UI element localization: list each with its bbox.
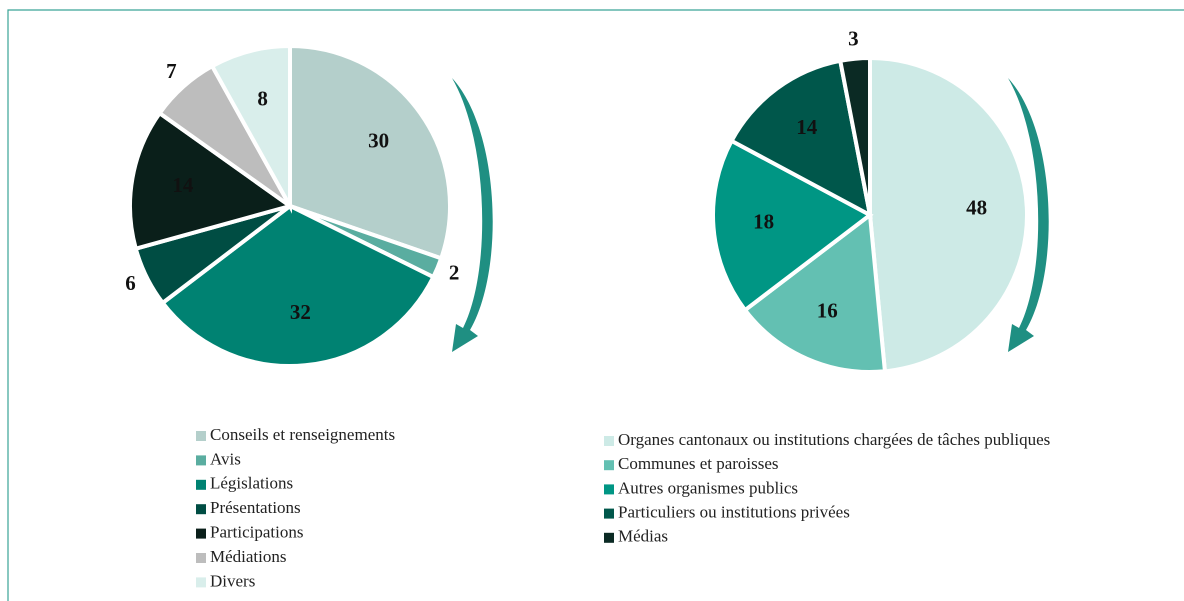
legend-swatch: [604, 460, 614, 471]
legend-swatch: [196, 479, 206, 490]
pie-slice: [209, 43, 292, 214]
data-label: 7: [166, 59, 177, 83]
legend-label: Présentations: [210, 498, 301, 517]
data-label: 14: [172, 173, 194, 197]
data-label: 48: [966, 196, 987, 220]
pie-slice: [128, 110, 295, 252]
pie-slice: [868, 55, 1029, 374]
pie-slice: [288, 43, 452, 261]
data-label: 8: [257, 86, 268, 110]
legend-label: Avis: [210, 449, 241, 468]
legend-label: Autres organismes publics: [618, 478, 798, 497]
pie-slice: [711, 138, 874, 313]
data-label: 14: [796, 115, 818, 139]
frame: [7, 9, 1184, 601]
pie-slice: [159, 203, 437, 368]
legend-label: Médias: [618, 527, 668, 546]
legend-swatch: [196, 553, 206, 563]
pie-slice: [742, 211, 888, 374]
legend-swatch: [196, 577, 206, 588]
legend-swatch: [196, 431, 206, 441]
legend-swatch: [604, 436, 614, 446]
legend-label: Législations: [210, 474, 293, 493]
curved-arrow: [452, 78, 1049, 352]
legend-label: Divers: [210, 571, 255, 590]
legend-swatch: [604, 532, 614, 543]
legend-label: Particuliers ou institutions privées: [618, 503, 850, 522]
legend-label: Organes cantonaux ou institutions chargé…: [618, 430, 1050, 449]
legend-label: Communes et paroisses: [618, 454, 779, 473]
pie-slice: [837, 55, 872, 216]
data-label: 30: [368, 129, 389, 153]
legend-label: Médiations: [210, 547, 287, 566]
legend-label: Participations: [210, 523, 303, 542]
legend-swatch: [196, 528, 206, 539]
data-label: 16: [817, 299, 838, 323]
legend-swatch: [604, 508, 614, 519]
data-label: 32: [290, 300, 311, 324]
data-label: 2: [449, 261, 460, 285]
legend-swatch: [196, 455, 206, 466]
data-label: 6: [125, 271, 136, 295]
legend-swatch: [604, 484, 614, 495]
data-label: 3: [848, 27, 859, 51]
pie-slice: [728, 58, 873, 219]
legend-swatch: [196, 504, 206, 515]
legend-label: Conseils et renseignements: [210, 425, 395, 444]
data-label: 18: [753, 209, 774, 233]
